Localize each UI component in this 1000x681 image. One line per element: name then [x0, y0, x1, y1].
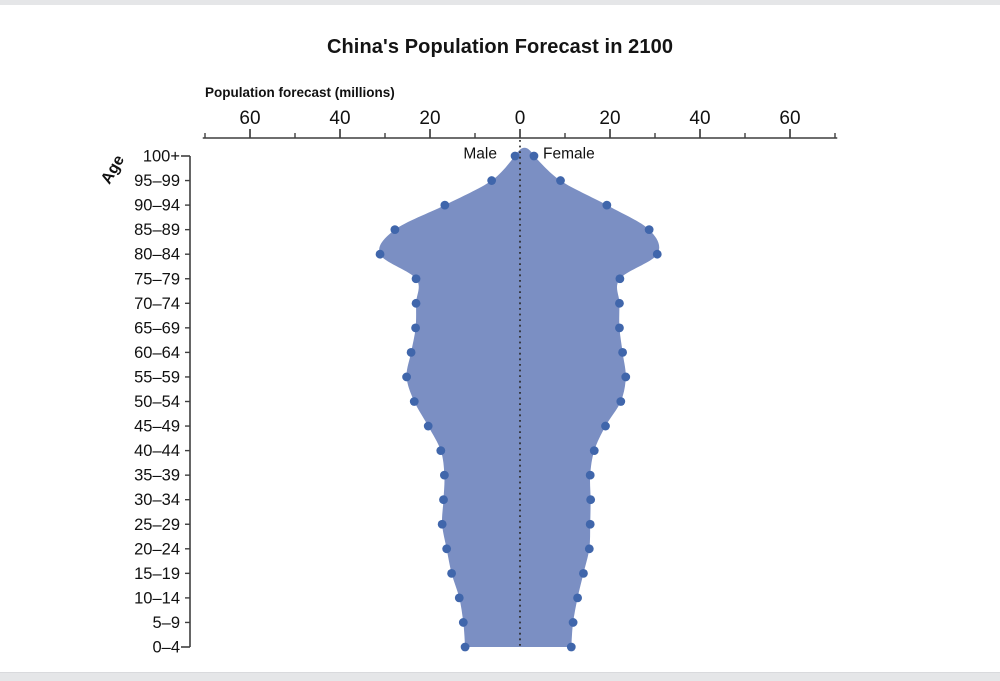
age-label: 90–94	[134, 197, 180, 215]
male-data-point	[390, 225, 400, 235]
age-label: 75–79	[134, 270, 180, 288]
age-label: 80–84	[134, 246, 180, 264]
female-data-point	[529, 151, 539, 161]
age-label: 0–4	[152, 639, 180, 657]
female-data-point	[616, 397, 626, 406]
male-data-point	[406, 348, 416, 357]
male-data-point	[402, 372, 411, 382]
age-label: 85–89	[134, 221, 180, 239]
male-data-point	[510, 151, 520, 161]
female-data-point	[652, 249, 662, 259]
male-data-point	[409, 397, 419, 406]
age-label: 40–44	[134, 442, 180, 460]
male-data-point	[447, 568, 456, 578]
page-bottom-edge	[0, 672, 1000, 681]
female-data-point	[568, 618, 578, 627]
male-data-point	[440, 470, 449, 480]
age-label: 100+	[143, 148, 180, 166]
x-axis-tick-label: 40	[689, 108, 710, 129]
female-data-point	[584, 544, 594, 554]
male-data-point	[454, 593, 464, 603]
x-axis-tick-label: 60	[239, 108, 260, 129]
female-legend-label: Female	[543, 146, 595, 163]
age-label: 70–74	[134, 295, 180, 313]
female-data-point	[566, 642, 576, 652]
age-label: 30–34	[134, 491, 180, 509]
female-data-point	[621, 372, 631, 382]
female-data-point	[579, 568, 588, 578]
female-data-point	[556, 176, 565, 185]
female-data-point	[615, 298, 624, 308]
male-data-point	[436, 446, 446, 455]
x-axis-tick-label: 20	[419, 108, 440, 129]
y-axis-title: Age	[98, 152, 128, 187]
female-data-point	[618, 348, 627, 357]
male-data-point	[487, 176, 497, 185]
x-axis-tick-label: 60	[779, 108, 800, 129]
male-data-point	[411, 274, 421, 284]
male-data-point	[423, 421, 433, 431]
male-legend-label: Male	[463, 146, 497, 163]
page-top-edge	[0, 0, 1000, 5]
male-data-point	[437, 519, 447, 529]
male-data-point	[442, 544, 452, 554]
age-label: 95–99	[134, 172, 180, 190]
female-data-point	[585, 519, 595, 529]
male-data-point	[440, 200, 450, 210]
male-data-point	[411, 298, 421, 308]
male-data-point	[458, 618, 468, 627]
age-label: 20–24	[134, 540, 180, 558]
male-data-point	[375, 249, 385, 259]
x-axis-tick-label: 20	[599, 108, 620, 129]
female-data-point	[601, 421, 610, 431]
female-data-point	[615, 274, 625, 284]
chart-title: China's Population Forecast in 2100	[326, 36, 674, 59]
age-label: 35–39	[134, 467, 180, 485]
x-axis-tick-label: 0	[515, 108, 526, 129]
age-label: 50–54	[134, 393, 180, 411]
female-data-point	[585, 470, 595, 480]
female-data-point	[573, 593, 582, 603]
age-label: 5–9	[152, 614, 180, 632]
age-label: 10–14	[134, 589, 180, 607]
female-data-point	[602, 200, 612, 210]
age-label: 65–69	[134, 319, 180, 337]
age-label: 45–49	[134, 418, 180, 436]
female-data-point	[615, 323, 624, 333]
female-data-point	[589, 446, 599, 455]
age-label: 60–64	[134, 344, 180, 362]
male-data-point	[460, 642, 470, 652]
age-label: 25–29	[134, 516, 180, 534]
female-data-point	[586, 495, 596, 505]
x-axis-tick-label: 40	[329, 108, 350, 129]
male-data-point	[411, 323, 420, 333]
female-data-point	[644, 225, 654, 235]
male-data-point	[439, 495, 448, 505]
age-label: 15–19	[134, 565, 180, 583]
age-label: 55–59	[134, 368, 180, 386]
x-axis-title: Population forecast (millions)	[205, 85, 395, 100]
